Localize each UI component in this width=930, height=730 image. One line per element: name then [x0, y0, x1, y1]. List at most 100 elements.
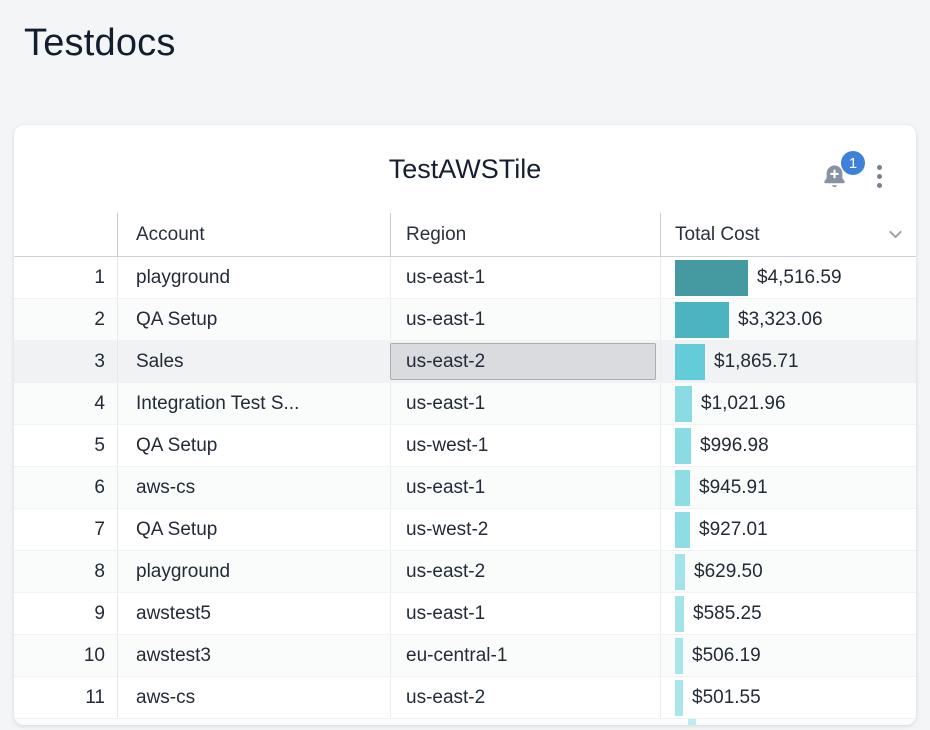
selected-cell-highlight: [390, 343, 656, 380]
cost-bar: [675, 259, 748, 296]
table-row[interactable]: 7 QA Setup us-west-2 $927.01: [14, 509, 916, 551]
table-header: Account Region Total Cost: [14, 213, 916, 257]
cost-bar: [675, 427, 691, 464]
cost-value: $927.01: [699, 518, 768, 540]
region-cell[interactable]: us-east-2: [390, 551, 660, 592]
cost-value: $3,323.06: [738, 308, 823, 330]
region-cell[interactable]: us-east-1: [390, 467, 660, 508]
kebab-dot: [877, 165, 882, 170]
region-cell-label: us-west-2: [406, 518, 489, 540]
partial-next-row: [14, 719, 916, 725]
table-row[interactable]: 6 aws-cs us-east-1 $945.91: [14, 467, 916, 509]
region-cell[interactable]: us-east-1: [390, 383, 660, 424]
row-index: 8: [94, 560, 105, 582]
table-body: 1 playground us-east-1 $4,516.59 2 QA Se…: [14, 257, 916, 719]
account-cell[interactable]: playground: [117, 257, 390, 298]
cost-bar: [675, 469, 690, 506]
tile-title: TestAWSTile: [388, 154, 542, 184]
row-index: 7: [94, 518, 105, 540]
region-cell[interactable]: us-east-1: [390, 257, 660, 298]
total-cost-cell: $629.50: [660, 551, 916, 592]
cost-value: $1,021.96: [701, 392, 786, 414]
table-row[interactable]: 5 QA Setup us-west-1 $996.98: [14, 425, 916, 467]
row-index: 6: [94, 476, 105, 498]
kebab-dot: [877, 183, 882, 188]
account-cell[interactable]: awstest3: [117, 635, 390, 676]
table-row[interactable]: 4 Integration Test S... us-east-1 $1,021…: [14, 383, 916, 425]
region-cell[interactable]: us-east-2: [390, 341, 660, 382]
table-row[interactable]: 8 playground us-east-2 $629.50: [14, 551, 916, 593]
row-index: 9: [94, 602, 105, 624]
row-index: 11: [85, 686, 105, 708]
total-cost-cell: $506.19: [660, 635, 916, 676]
notification-badge: 1: [841, 151, 865, 175]
account-cell[interactable]: QA Setup: [117, 299, 390, 340]
cost-value: $506.19: [692, 644, 761, 666]
region-cell-label: us-east-2: [406, 350, 486, 372]
region-cell[interactable]: us-east-1: [390, 299, 660, 340]
notifications-button[interactable]: 1: [821, 151, 865, 191]
account-cell[interactable]: QA Setup: [117, 425, 390, 466]
region-cell-label: us-east-1: [406, 392, 486, 414]
column-header-region[interactable]: Region: [390, 213, 660, 256]
total-cost-cell: $4,516.59: [660, 257, 916, 298]
account-cell[interactable]: aws-cs: [117, 677, 390, 718]
column-header-region-label: Region: [406, 223, 467, 245]
region-cell[interactable]: us-west-1: [390, 425, 660, 466]
table-row[interactable]: 2 QA Setup us-east-1 $3,323.06: [14, 299, 916, 341]
account-cell[interactable]: aws-cs: [117, 467, 390, 508]
cost-value: $501.55: [692, 686, 761, 708]
cost-bar: [675, 553, 685, 590]
row-index: 2: [94, 308, 105, 330]
region-cell-label: us-east-2: [406, 686, 486, 708]
page-title: Testdocs: [24, 22, 176, 64]
region-cell-label: us-east-1: [406, 602, 486, 624]
row-index: 3: [94, 350, 105, 372]
chevron-down-icon[interactable]: [887, 226, 904, 243]
region-cell-label: us-east-1: [406, 266, 486, 288]
total-cost-cell: $927.01: [660, 509, 916, 550]
region-cell-label: us-west-1: [406, 434, 489, 456]
cost-value: $585.25: [693, 602, 762, 624]
account-cell[interactable]: awstest5: [117, 593, 390, 634]
region-cell-label: us-east-1: [406, 476, 486, 498]
cost-bar: [675, 385, 692, 422]
table-row[interactable]: 10 awstest3 eu-central-1 $506.19: [14, 635, 916, 677]
total-cost-cell: $3,323.06: [660, 299, 916, 340]
account-cell[interactable]: playground: [117, 551, 390, 592]
total-cost-cell: $501.55: [660, 677, 916, 718]
total-cost-cell: $996.98: [660, 425, 916, 466]
total-cost-cell: $1,865.71: [660, 341, 916, 382]
region-cell[interactable]: us-east-2: [390, 677, 660, 718]
cost-value: $4,516.59: [757, 266, 842, 288]
table-row[interactable]: 9 awstest5 us-east-1 $585.25: [14, 593, 916, 635]
region-cell[interactable]: us-east-1: [390, 593, 660, 634]
table-row[interactable]: 11 aws-cs us-east-2 $501.55: [14, 677, 916, 719]
cost-value: $1,865.71: [714, 350, 799, 372]
column-header-account[interactable]: Account: [117, 213, 390, 256]
tile-actions: 1: [821, 151, 886, 194]
account-cell[interactable]: Sales: [117, 341, 390, 382]
column-header-account-label: Account: [136, 223, 205, 245]
total-cost-cell: $585.25: [660, 593, 916, 634]
account-cell[interactable]: Integration Test S...: [117, 383, 390, 424]
cost-bar: [675, 637, 683, 674]
bell-plus-icon: [824, 165, 845, 188]
region-cell-label: us-east-1: [406, 308, 486, 330]
region-cell[interactable]: us-west-2: [390, 509, 660, 550]
table-row[interactable]: 3 Sales us-east-2 $1,865.71: [14, 341, 916, 383]
region-cell[interactable]: eu-central-1: [390, 635, 660, 676]
cost-value: $996.98: [700, 434, 769, 456]
row-index: 5: [94, 434, 105, 456]
cost-bar: [675, 301, 729, 338]
kebab-menu-button[interactable]: [873, 159, 886, 194]
total-cost-cell: $945.91: [660, 467, 916, 508]
column-header-total-cost-label: Total Cost: [675, 223, 760, 245]
table-row[interactable]: 1 playground us-east-1 $4,516.59: [14, 257, 916, 299]
region-cell-label: us-east-2: [406, 560, 486, 582]
column-header-total-cost[interactable]: Total Cost: [660, 213, 916, 256]
cost-bar: [675, 595, 684, 632]
column-header-index: [14, 213, 117, 256]
account-cell[interactable]: QA Setup: [117, 509, 390, 550]
kebab-dot: [877, 174, 882, 179]
